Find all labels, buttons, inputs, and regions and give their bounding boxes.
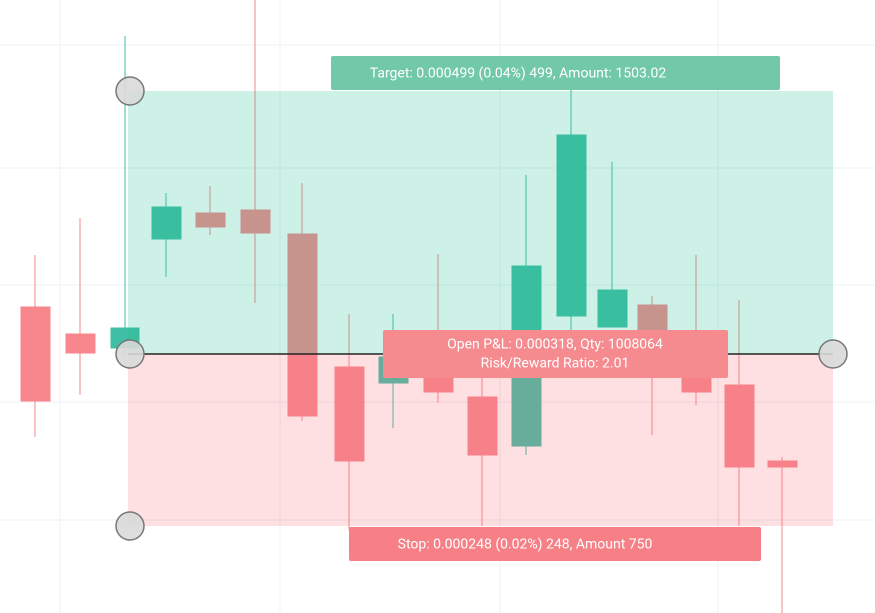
stop-handle[interactable] xyxy=(115,511,145,541)
pnl-label: Open P&L: 0.000318, Qty: 1008064 xyxy=(447,337,663,353)
target-label: Target: 0.000499 (0.04%) 499, Amount: 15… xyxy=(370,66,667,82)
entry-handle[interactable] xyxy=(115,339,145,369)
ratio-label: Risk/Reward Ratio: 2.01 xyxy=(481,356,630,372)
stop-box xyxy=(349,527,761,561)
target-box xyxy=(331,56,780,90)
target-handle[interactable] xyxy=(115,76,145,106)
target-zone xyxy=(128,91,833,354)
stop-zone xyxy=(128,354,833,526)
stop-label: Stop: 0.000248 (0.02%) 248, Amount 750 xyxy=(398,537,653,553)
pnl-box xyxy=(383,330,728,378)
width-handle[interactable] xyxy=(818,339,848,369)
candles xyxy=(20,0,798,613)
